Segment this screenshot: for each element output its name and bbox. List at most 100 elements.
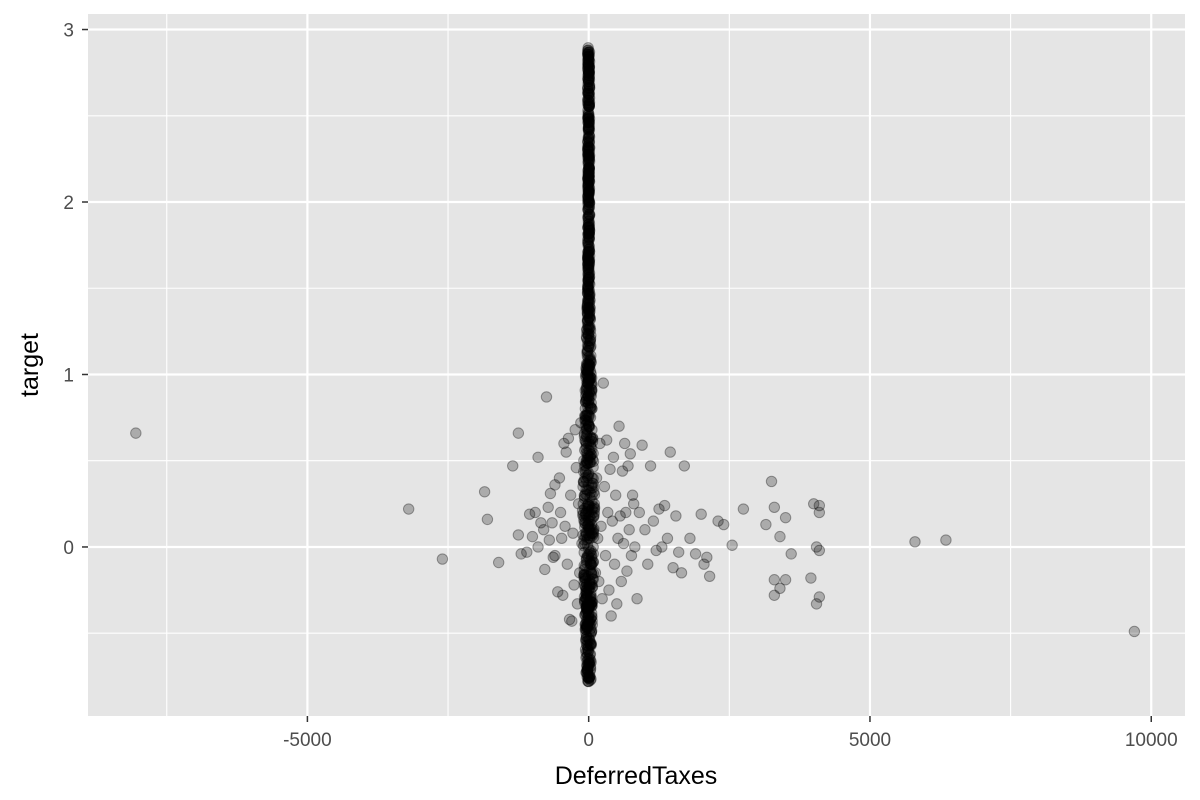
scatter-point [582, 657, 595, 669]
scatter-point [583, 161, 595, 174]
scatter-point [585, 656, 597, 668]
x-tick-label: 0 [583, 730, 594, 751]
scatter-point [564, 489, 577, 501]
scatter-point [481, 513, 494, 526]
grid-major [88, 14, 1185, 716]
scatter-point [585, 567, 598, 580]
scatter-point [582, 111, 595, 123]
scatter-point [586, 384, 598, 397]
scatter-point [584, 532, 596, 545]
scatter-point [583, 305, 596, 318]
scatter-point [582, 345, 594, 357]
scatter-point [582, 48, 594, 61]
scatter-point [582, 54, 594, 66]
scatter-point [581, 630, 593, 643]
scatter-point [586, 600, 598, 612]
scatter-point [785, 548, 797, 560]
scatter-point [582, 640, 595, 652]
scatter-point [582, 44, 594, 56]
scatter-point [581, 300, 593, 313]
scatter-point [581, 297, 594, 310]
scatter-point [583, 174, 595, 186]
scatter-point [585, 383, 597, 395]
scatter-point [580, 529, 593, 542]
scatter-point [583, 82, 596, 94]
scatter-point [542, 501, 554, 513]
scatter-point [582, 51, 594, 64]
scatter-point [583, 334, 595, 347]
scatter-point [584, 289, 596, 302]
scatter-point [581, 345, 594, 358]
scatter-point [580, 447, 592, 459]
scatter-point [582, 660, 594, 672]
scatter-point [579, 508, 592, 520]
scatter-point [585, 587, 597, 599]
scatter-point [583, 231, 595, 244]
scatter-point [583, 161, 595, 174]
scatter-point [582, 168, 594, 180]
scatter-point [583, 262, 595, 274]
scatter-point [583, 146, 595, 158]
scatter-point [582, 187, 595, 199]
scatter-point [582, 145, 594, 157]
scatter-point [582, 263, 594, 275]
scatter-point [583, 115, 595, 128]
scatter-point [581, 302, 594, 314]
scatter-point [582, 46, 595, 58]
scatter-point [582, 113, 595, 125]
scatter-point [582, 237, 594, 249]
scatter-point [583, 46, 596, 58]
scatter-point [625, 549, 638, 562]
scatter-point [583, 371, 595, 383]
scatter-point [507, 460, 519, 472]
scatter-point [583, 579, 596, 592]
scatter-point [582, 164, 594, 177]
scatter-point [583, 383, 595, 396]
scatter-point [582, 469, 595, 481]
scatter-point [598, 480, 611, 493]
scatter-point [583, 308, 595, 320]
grid-minor [88, 14, 1185, 716]
scatter-point [581, 360, 594, 373]
scatter-point [583, 158, 595, 171]
scatter-point [583, 271, 595, 283]
scatter-point [583, 96, 596, 109]
scatter-point [586, 596, 598, 608]
scatter-point [578, 590, 591, 603]
scatter-point [586, 527, 598, 539]
scatter-point [582, 235, 594, 248]
scatter-point [581, 287, 594, 299]
scatter-point [584, 337, 596, 349]
scatter-point [582, 58, 595, 71]
scatter-point [604, 463, 616, 476]
scatter-point [582, 148, 594, 160]
scatter-point [583, 58, 595, 70]
scatter-point [624, 448, 637, 460]
y-tick-label: 3 [63, 21, 74, 42]
scatter-point [583, 170, 595, 183]
scatter-point [537, 524, 550, 536]
scatter-point [636, 439, 648, 451]
scatter-point [583, 243, 595, 255]
scatter-point [584, 365, 597, 377]
scatter-point [582, 72, 594, 85]
scatter-point [585, 523, 597, 535]
scatter-point [583, 167, 595, 179]
scatter-point [585, 372, 597, 384]
scatter-point [583, 137, 595, 149]
scatter-point [583, 671, 596, 683]
scatter-point [582, 87, 594, 99]
scatter-point [581, 639, 593, 652]
scatter-point [583, 358, 595, 371]
scatter-point [546, 517, 558, 529]
scatter-point [580, 362, 592, 374]
scatter-point [593, 575, 605, 588]
scatter-point [583, 50, 595, 62]
scatter-point [584, 450, 596, 463]
scatter-point [581, 671, 593, 683]
scatter-point [582, 142, 594, 155]
scatter-point [580, 621, 593, 633]
scatter-point [584, 293, 596, 306]
scatter-point [590, 472, 603, 484]
scatter-point [583, 54, 595, 66]
